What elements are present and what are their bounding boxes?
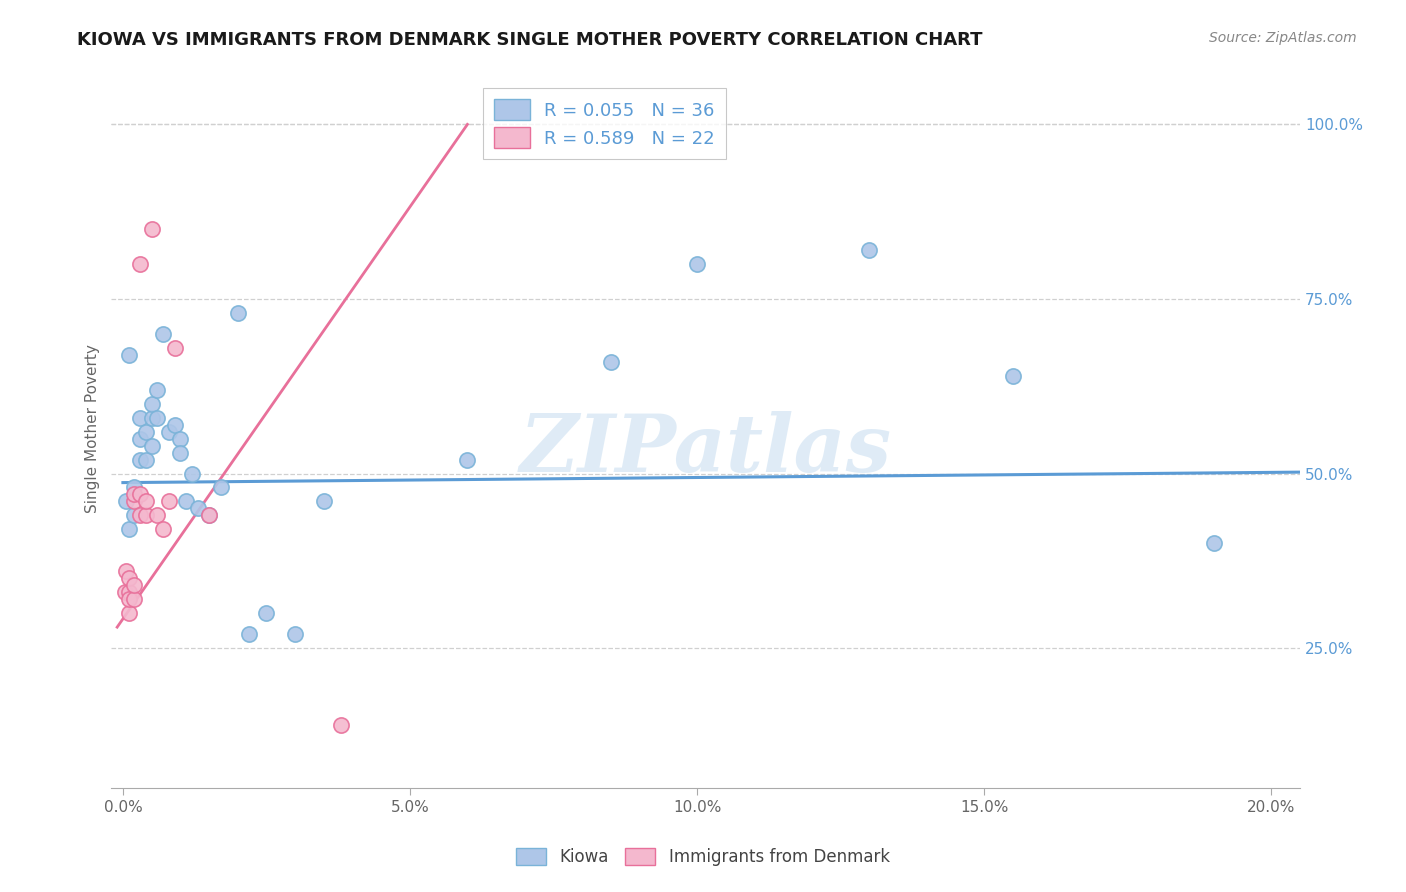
- Point: [117, 585, 139, 599]
- Point: [135, 452, 157, 467]
- Point: [1001, 368, 1024, 383]
- Legend: Kiowa, Immigrants from Denmark: Kiowa, Immigrants from Denmark: [509, 841, 897, 873]
- Point: [686, 257, 709, 271]
- Point: [129, 487, 152, 501]
- Point: [124, 481, 146, 495]
- Point: [312, 494, 335, 508]
- Point: [858, 243, 880, 257]
- Point: [330, 718, 353, 732]
- Point: [163, 417, 186, 432]
- Point: [157, 425, 180, 439]
- Point: [114, 494, 136, 508]
- Point: [198, 508, 221, 523]
- Point: [135, 494, 157, 508]
- Point: [129, 410, 152, 425]
- Point: [600, 355, 623, 369]
- Point: [124, 578, 146, 592]
- Point: [117, 571, 139, 585]
- Point: [198, 508, 221, 523]
- Point: [124, 494, 146, 508]
- Point: [129, 452, 152, 467]
- Point: [117, 592, 139, 607]
- Point: [174, 494, 197, 508]
- Point: [284, 627, 307, 641]
- Point: [209, 481, 232, 495]
- Point: [169, 432, 191, 446]
- Point: [146, 410, 169, 425]
- Point: [169, 445, 191, 459]
- Point: [141, 439, 163, 453]
- Point: [152, 522, 174, 536]
- Point: [146, 508, 169, 523]
- Point: [186, 501, 208, 516]
- Text: Source: ZipAtlas.com: Source: ZipAtlas.com: [1209, 31, 1357, 45]
- Point: [163, 341, 186, 355]
- Point: [124, 508, 146, 523]
- Point: [124, 592, 146, 607]
- Text: ZIPatlas: ZIPatlas: [520, 411, 891, 489]
- Point: [1202, 536, 1225, 550]
- Point: [117, 522, 139, 536]
- Point: [129, 257, 152, 271]
- Point: [238, 627, 260, 641]
- Point: [146, 383, 169, 397]
- Point: [256, 606, 278, 620]
- Legend: R = 0.055   N = 36, R = 0.589   N = 22: R = 0.055 N = 36, R = 0.589 N = 22: [484, 88, 725, 159]
- Point: [129, 508, 152, 523]
- Point: [226, 306, 249, 320]
- Point: [157, 494, 180, 508]
- Point: [129, 432, 152, 446]
- Point: [141, 397, 163, 411]
- Text: KIOWA VS IMMIGRANTS FROM DENMARK SINGLE MOTHER POVERTY CORRELATION CHART: KIOWA VS IMMIGRANTS FROM DENMARK SINGLE …: [77, 31, 983, 49]
- Point: [456, 452, 478, 467]
- Point: [135, 425, 157, 439]
- Point: [124, 487, 146, 501]
- Point: [135, 508, 157, 523]
- Point: [141, 410, 163, 425]
- Point: [152, 326, 174, 341]
- Y-axis label: Single Mother Poverty: Single Mother Poverty: [86, 343, 100, 513]
- Point: [117, 348, 139, 362]
- Point: [114, 564, 136, 578]
- Point: [114, 585, 136, 599]
- Point: [141, 222, 163, 236]
- Point: [117, 606, 139, 620]
- Point: [180, 467, 202, 481]
